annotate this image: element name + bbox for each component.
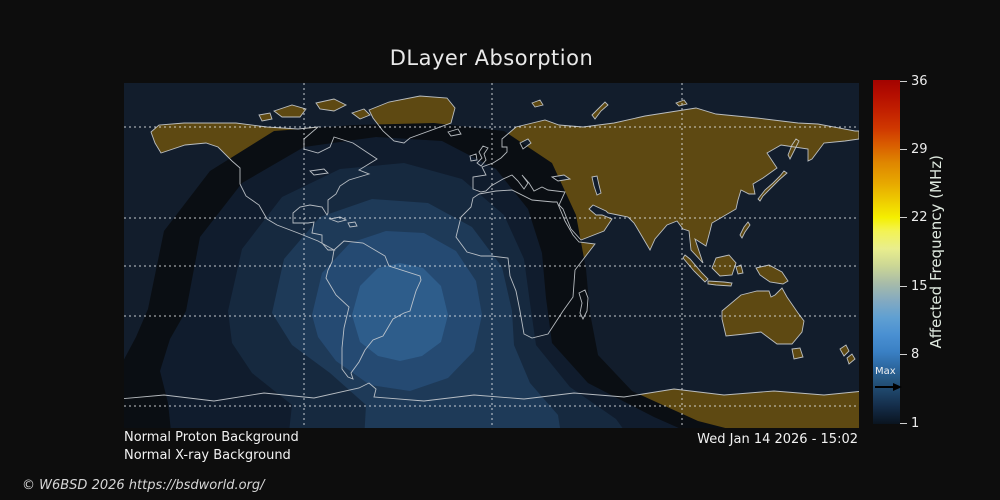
max-arrow-icon bbox=[875, 383, 902, 391]
xray-status-text: Normal X-ray Background bbox=[124, 448, 291, 463]
colorbar-tick-22: 22 bbox=[900, 210, 928, 226]
background-status: Normal Proton Background Normal X-ray Ba… bbox=[124, 429, 299, 465]
colorbar-tick-36: 36 bbox=[900, 73, 928, 89]
tick-mark bbox=[900, 354, 907, 356]
timestamp-text: Wed Jan 14 2026 - 15:02 bbox=[697, 432, 858, 447]
max-marker-label: Max bbox=[875, 366, 896, 377]
tick-label: 8 bbox=[911, 347, 920, 363]
coastline bbox=[124, 382, 859, 402]
world-map-svg bbox=[124, 83, 859, 428]
colorbar-tick-8: 8 bbox=[900, 347, 920, 363]
tick-label: 29 bbox=[911, 141, 928, 157]
tick-label: 22 bbox=[911, 210, 928, 226]
tick-mark bbox=[900, 217, 907, 219]
coastline bbox=[309, 138, 602, 196]
proton-status-text: Normal Proton Background bbox=[124, 430, 299, 445]
colorbar-tick-29: 29 bbox=[900, 141, 928, 157]
copyright-text: © W6BSD 2026 https://bsdworld.org/ bbox=[22, 478, 265, 493]
page-title: DLayer Absorption bbox=[389, 46, 594, 70]
coastline bbox=[325, 240, 422, 380]
colorbar-ticks: 36 29 22 15 8 1 bbox=[900, 74, 940, 431]
coastlines bbox=[124, 95, 859, 402]
tick-mark bbox=[900, 148, 907, 150]
colorbar-max-marker: Max bbox=[874, 366, 902, 396]
tick-label: 15 bbox=[911, 278, 928, 294]
world-map-figure bbox=[124, 83, 859, 428]
australia bbox=[722, 288, 804, 344]
coastline bbox=[455, 189, 596, 339]
coastline bbox=[721, 287, 805, 345]
coastline bbox=[150, 122, 378, 251]
absorption-ring-level-6 bbox=[352, 263, 448, 361]
tick-mark bbox=[900, 80, 907, 82]
tick-label: 36 bbox=[911, 73, 928, 89]
colorbar-gradient bbox=[873, 80, 900, 424]
colorbar-tick-15: 15 bbox=[900, 278, 928, 294]
tick-mark bbox=[900, 422, 907, 424]
coastline bbox=[368, 95, 456, 144]
tick-label: 1 bbox=[911, 415, 920, 431]
coastline bbox=[472, 107, 859, 264]
coastline bbox=[258, 98, 856, 365]
colorbar-axis-label: Affected Frequency (MHz) bbox=[927, 155, 945, 349]
tick-mark bbox=[900, 285, 907, 287]
colorbar-tick-1: 1 bbox=[900, 415, 920, 431]
